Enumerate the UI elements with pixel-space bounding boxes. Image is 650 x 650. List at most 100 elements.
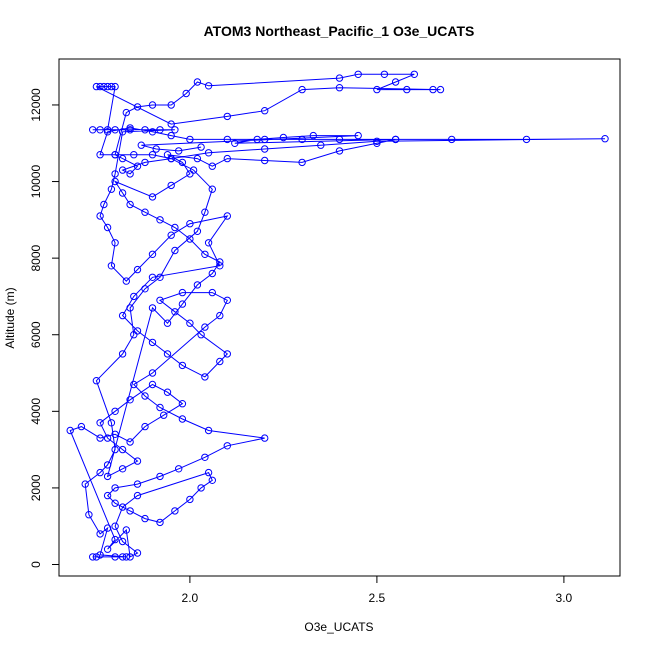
data-point [148,380,157,389]
data-point [429,85,437,94]
y-tick-label: 0 [29,561,43,568]
data-point [189,166,198,174]
data-point [141,126,149,134]
data-point [96,419,104,427]
data-point [122,526,131,534]
data-point [335,135,344,144]
data-point [223,442,232,450]
data-point [186,170,194,178]
data-point [335,147,344,155]
y-tick-label: 8000 [29,244,43,271]
data-point [96,126,104,134]
y-tick-label: 10000 [29,165,43,199]
data-point [133,491,142,500]
data-point [133,549,142,557]
data-point [171,223,179,232]
data-point [373,85,381,94]
data-point [403,85,411,94]
data-point [171,126,179,134]
data-point [208,269,217,278]
data-point [197,143,205,151]
data-point [130,151,138,159]
data-point [160,411,168,419]
data-point [156,126,164,134]
data-point [156,296,164,304]
data-point [201,250,209,259]
data-point [373,139,381,148]
data-point [175,465,183,473]
data-point [111,522,119,530]
data-point [141,158,149,167]
data-point [410,70,418,79]
data-point [204,239,213,247]
data-point [178,361,187,370]
data-point [201,208,209,216]
data-point [448,135,456,144]
data-point [118,465,127,473]
data-point [133,265,142,274]
data-point [126,396,134,404]
x-axis-label: O3e_UCATS [304,620,373,634]
data-point [118,350,127,358]
data-point [96,212,104,220]
y-axis: 0 2000 4000 6000 8000 10000 12000 [29,88,60,568]
data-point [118,445,127,454]
data-point [354,70,362,79]
data-point [89,126,97,134]
data-point [223,154,232,163]
data-point [118,189,127,197]
data-point [253,135,261,144]
data-point [216,357,224,366]
data-point [126,200,134,209]
data-point [167,101,175,109]
data-point [118,311,127,320]
data-point [96,151,104,159]
data-point [66,426,74,435]
data-point [223,350,232,358]
data-point [208,162,217,170]
x-tick-label: 3.0 [556,591,573,605]
data-point [126,304,134,312]
data-point [89,553,97,561]
data-point [201,373,209,381]
data-point [193,227,202,236]
data-point [103,461,112,469]
data-point [148,304,157,312]
data-point [133,162,142,170]
data-point [141,422,149,431]
data-series [66,70,609,561]
data-point [167,231,175,239]
data-point [197,484,205,492]
x-tick-label: 2.0 [182,591,199,605]
data-point [156,472,164,481]
data-point [118,553,127,561]
data-point [111,535,119,544]
series-line [69,73,606,558]
data-point [100,82,108,91]
data-point [152,145,160,153]
x-tick-label: 2.5 [369,591,386,605]
data-point [261,145,269,153]
data-point [298,85,306,94]
data-point [111,484,119,492]
data-point [208,185,217,193]
data-point [261,135,269,144]
data-point [111,177,119,186]
data-point [148,151,157,159]
data-point [107,82,116,91]
data-point [148,128,157,136]
data-point [96,82,104,91]
data-point [92,553,101,561]
x-axis: 2.0 2.5 3.0 [182,575,573,605]
data-point [163,151,172,159]
data-point [133,457,142,465]
data-point [167,181,175,190]
data-point [111,170,119,178]
data-point [92,82,101,91]
data-point [107,185,116,193]
data-point [100,200,108,209]
data-point [182,89,190,98]
data-point [335,84,344,92]
data-point [130,331,138,339]
